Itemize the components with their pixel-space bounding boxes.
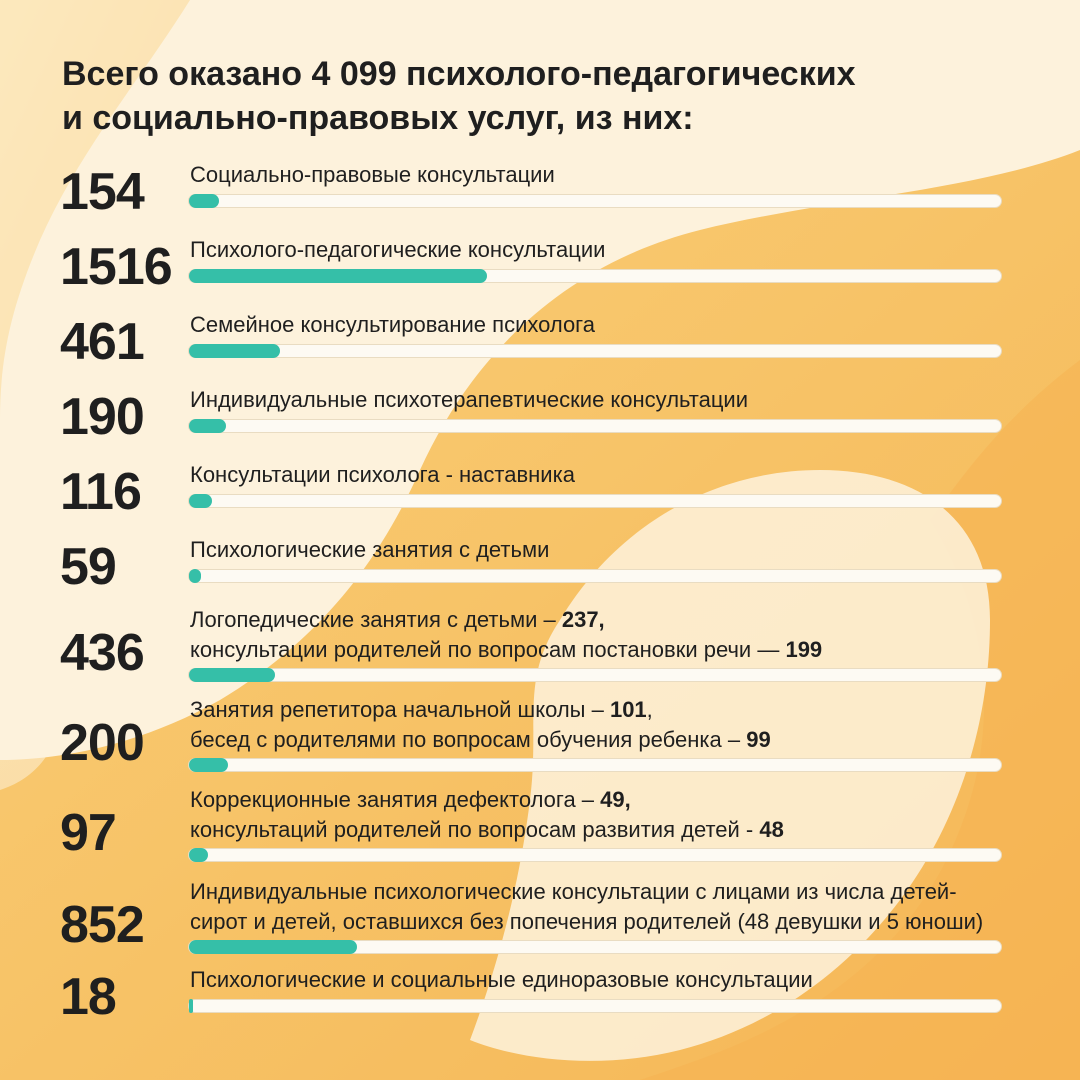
service-count: 1516 (60, 238, 173, 296)
service-label: Занятия репетитора начальной школы – 101… (190, 695, 771, 755)
service-count: 18 (60, 968, 117, 1026)
service-count: 852 (60, 896, 145, 954)
bar-fill (189, 419, 226, 433)
service-label-text: , (646, 697, 653, 722)
service-label-text: Занятия репетитора начальной школы – (190, 697, 610, 722)
service-label-text: Консультации психолога - наставника (190, 462, 575, 487)
service-count: 200 (60, 714, 145, 772)
service-label-value: 101 (609, 697, 647, 722)
service-label-line: Психолого-педагогические консультации (190, 235, 605, 265)
service-label-value: 49, (600, 787, 631, 812)
service-count: 59 (60, 538, 117, 596)
bar-track (188, 940, 1002, 954)
service-label-text: Логопедические занятия с детьми – (190, 607, 562, 632)
service-label: Семейное консультирование психолога (190, 310, 595, 340)
service-label-text: Индивидуальные психологические консульта… (190, 879, 957, 904)
service-label-line: Социально-правовые консультации (190, 160, 555, 190)
service-label: Психологические и социальные единоразовы… (190, 965, 813, 995)
service-count: 436 (60, 624, 145, 682)
service-label-text: Психолого-педагогические консультации (190, 237, 606, 262)
bar-track (188, 758, 1002, 772)
service-label-line: Психологические и социальные единоразовы… (190, 965, 813, 995)
service-label: Консультации психолога - наставника (190, 460, 575, 490)
service-label-text: консультаций родителей по вопросам разви… (190, 817, 760, 842)
service-count: 461 (60, 313, 145, 371)
bar-fill (189, 668, 275, 682)
service-label-text: Коррекционные занятия дефектолога – (190, 787, 601, 812)
service-label-line: сирот и детей, оставшихся без попечения … (190, 907, 983, 937)
service-label-text: бесед с родителями по вопросам обучения … (190, 727, 747, 752)
service-count: 190 (60, 388, 145, 446)
bar-fill (189, 758, 228, 772)
service-label-line: Индивидуальные психотерапевтические конс… (190, 385, 748, 415)
bar-track (188, 848, 1002, 862)
service-label-text: сирот и детей, оставшихся без попечения … (190, 909, 984, 934)
service-label-line: Логопедические занятия с детьми – 237, (190, 605, 822, 635)
service-label-text: консультации родителей по вопросам поста… (190, 637, 786, 662)
service-label-text: Социально-правовые консультации (190, 162, 555, 187)
bar-fill (189, 494, 212, 508)
service-label: Логопедические занятия с детьми – 237, ко… (190, 605, 822, 665)
bar-fill (189, 269, 487, 283)
bar-track (188, 194, 1002, 208)
bar-track (188, 344, 1002, 358)
bar-fill (189, 999, 193, 1013)
service-label-text: Психологические занятия с детьми (190, 537, 550, 562)
bar-track (188, 269, 1002, 283)
service-label-text: Индивидуальные психотерапевтические конс… (190, 387, 749, 412)
service-label-line: бесед с родителями по вопросам обучения … (190, 725, 771, 755)
title-line-2: и социально-правовых услуг, из них: (62, 99, 694, 137)
bar-fill (189, 848, 208, 862)
title-line-1: Всего оказано 4 099 психолого-педагогиче… (62, 55, 856, 93)
service-label-line: консультаций родителей по вопросам разви… (190, 815, 784, 845)
bar-track (188, 999, 1002, 1013)
service-label-line: Занятия репетитора начальной школы – 101… (190, 695, 771, 725)
bar-fill (189, 940, 357, 954)
service-count: 97 (60, 804, 117, 862)
service-label: Психологические занятия с детьми (190, 535, 549, 565)
service-label: Коррекционные занятия дефектолога – 49, к… (190, 785, 784, 845)
service-label-line: Семейное консультирование психолога (190, 310, 595, 340)
bar-track (188, 569, 1002, 583)
service-count: 116 (60, 463, 142, 521)
service-label: Индивидуальные психологические консульта… (190, 877, 983, 937)
bar-fill (189, 344, 280, 358)
bar-track (188, 419, 1002, 433)
service-label-value: 237, (561, 607, 605, 632)
service-label-line: Индивидуальные психологические консульта… (190, 877, 983, 907)
bar-track (188, 668, 1002, 682)
service-label-value: 199 (785, 637, 823, 662)
service-label: Индивидуальные психотерапевтические конс… (190, 385, 748, 415)
blob-top-left-curve (0, 0, 330, 790)
service-label-value: 48 (759, 817, 784, 842)
service-count: 154 (60, 163, 145, 221)
service-label: Социально-правовые консультации (190, 160, 555, 190)
service-label-line: консультации родителей по вопросам поста… (190, 635, 822, 665)
service-label-text: Семейное консультирование психолога (190, 312, 595, 337)
service-label-text: Психологические и социальные единоразовы… (190, 967, 813, 992)
service-label-line: Коррекционные занятия дефектолога – 49, (190, 785, 784, 815)
service-label: Психолого-педагогические консультации (190, 235, 605, 265)
page-title: Всего оказано 4 099 психолого-педагогиче… (62, 52, 1022, 140)
bar-fill (189, 569, 201, 583)
service-label-line: Консультации психолога - наставника (190, 460, 575, 490)
bar-fill (189, 194, 219, 208)
service-label-line: Психологические занятия с детьми (190, 535, 549, 565)
bar-track (188, 494, 1002, 508)
service-label-value: 99 (746, 727, 771, 752)
